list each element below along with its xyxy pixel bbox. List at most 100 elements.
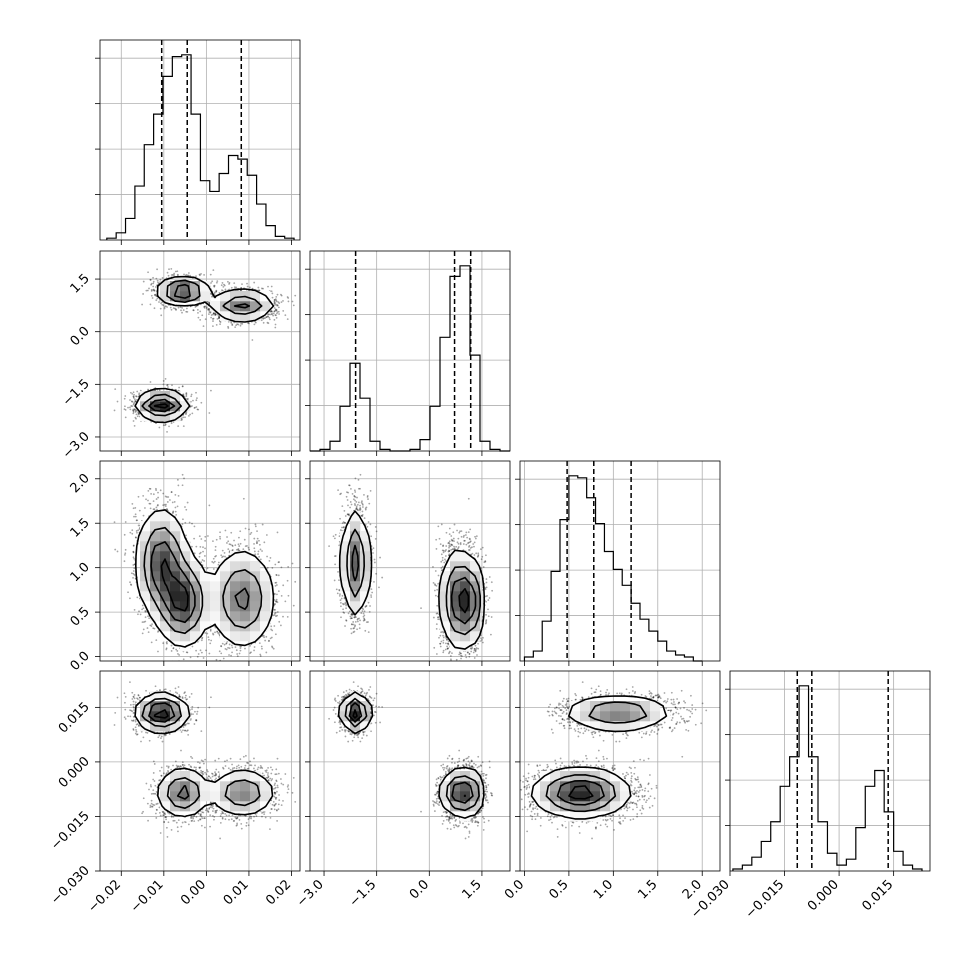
density-cell [200, 621, 211, 632]
density-cell [580, 791, 591, 802]
sample-point [124, 695, 127, 698]
sample-point [555, 766, 558, 769]
sample-point [482, 636, 484, 639]
sample-point [434, 793, 437, 796]
sample-point [171, 501, 174, 504]
sample-point [602, 758, 605, 761]
sample-point [227, 327, 230, 329]
sample-point [131, 529, 134, 532]
sample-point [451, 761, 453, 764]
sample-point [438, 801, 441, 803]
density-cell [340, 551, 351, 562]
sample-point [667, 709, 670, 712]
sample-point [357, 617, 359, 620]
sample-point [265, 635, 268, 638]
density-cell [210, 611, 221, 622]
y-tick-label: −0.030 [48, 863, 93, 908]
sample-point [224, 812, 227, 815]
sample-point [164, 424, 167, 427]
sample-point [564, 826, 567, 829]
sample-point [434, 801, 437, 804]
sample-point [574, 698, 577, 701]
sample-point [434, 570, 437, 572]
density-cell [180, 611, 191, 622]
sample-point [575, 760, 578, 763]
sample-point [567, 707, 569, 710]
density-cell [240, 581, 251, 592]
sample-point [204, 771, 206, 774]
sample-point [573, 764, 575, 767]
sample-point [347, 730, 350, 733]
sample-point [133, 694, 136, 696]
sample-point [236, 655, 239, 657]
sample-point [567, 707, 570, 710]
sample-point [480, 770, 483, 773]
sample-point [344, 602, 347, 605]
sample-point [150, 283, 152, 286]
density-cell [600, 721, 611, 732]
density-cell [640, 721, 651, 732]
sample-point [162, 424, 165, 427]
sample-point [435, 778, 438, 781]
sample-point [275, 309, 278, 312]
sample-point [210, 316, 213, 319]
sample-point [628, 806, 631, 809]
density-cell [630, 701, 641, 712]
sample-point [195, 649, 197, 652]
sample-point [248, 817, 251, 819]
sample-point [262, 634, 265, 637]
sample-point [532, 803, 535, 806]
sample-point [181, 484, 184, 487]
density-cell [220, 591, 231, 602]
ticks [305, 478, 483, 666]
sample-point [152, 760, 155, 763]
sample-point [561, 712, 564, 715]
sample-point [223, 284, 226, 287]
sample-point [442, 651, 445, 654]
sample-point [625, 806, 627, 809]
sample-point [482, 816, 484, 818]
sample-point [174, 506, 177, 509]
sample-point [270, 625, 273, 628]
sample-point [481, 807, 484, 810]
sample-point [235, 286, 238, 289]
sample-point [442, 551, 445, 554]
sample-point [577, 761, 580, 764]
sample-point [440, 631, 443, 634]
sample-point [124, 405, 126, 408]
sample-point [563, 724, 566, 727]
sample-point [577, 728, 580, 730]
sample-point [135, 530, 138, 532]
sample-point [476, 766, 479, 769]
sample-point [486, 595, 488, 597]
sample-point [552, 731, 554, 734]
sample-point [146, 802, 149, 805]
sample-point [448, 652, 450, 655]
sample-point [147, 819, 149, 822]
density-cell [170, 281, 181, 292]
sample-point [182, 425, 185, 428]
sample-point [344, 601, 347, 604]
sample-point [524, 806, 526, 809]
sample-point [132, 728, 135, 730]
sample-point [679, 707, 682, 710]
sample-point [356, 620, 359, 623]
sample-point [458, 760, 461, 763]
sample-point [270, 808, 273, 810]
sample-point [360, 691, 363, 694]
sample-point [203, 305, 205, 308]
sample-point [551, 713, 554, 716]
sample-point [252, 819, 255, 822]
sample-point [347, 740, 350, 743]
sample-point [131, 532, 134, 535]
density-cell [220, 801, 231, 812]
sample-point [206, 567, 209, 570]
sample-point [654, 724, 657, 727]
sample-point [522, 775, 525, 778]
sample-point [241, 283, 243, 286]
sample-point [154, 812, 157, 815]
sample-point [186, 398, 189, 401]
sample-point [156, 503, 159, 506]
sample-point [190, 718, 192, 720]
sample-point [228, 643, 231, 646]
